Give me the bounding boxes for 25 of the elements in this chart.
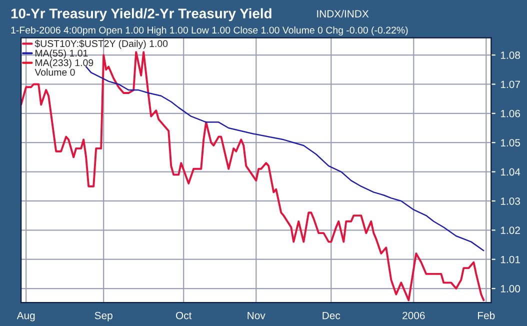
- y-tick-label: 1.00: [500, 285, 520, 292]
- x-tick-label: 2006: [402, 312, 425, 320]
- text: INDX/INDX: [317, 10, 369, 18]
- y-tick-label: 1.04: [500, 168, 520, 176]
- legend-label: $UST10Y:$UST2Y (Daily) 1.00: [34, 40, 168, 49]
- x-tick-label: Oct: [176, 312, 192, 320]
- annotation: Volume 0: [34, 68, 75, 76]
- x-tick-label: Nov: [248, 312, 266, 320]
- chart-title: 10-Yr Treasury Yield/2-Yr Treasury Yield: [11, 8, 272, 22]
- x-tick-label: Feb: [478, 312, 495, 320]
- legend-label: MA(55) 1.01: [35, 49, 88, 59]
- y-tick-label: 1.02: [500, 226, 520, 234]
- x-tick-label: Sep: [94, 312, 112, 322]
- chart-subtitle: 1-Feb-2006 4:00pm Open 1.00 High 1.00 Low 1.00 Close 1.00 Volume 0 Chg -0.00 (-0.22%): [11, 26, 408, 36]
- y-tick-label: 1.06: [500, 110, 520, 118]
- y-tick-label: 1.03: [500, 197, 520, 205]
- legend-label: MA(233) 1.09: [35, 59, 94, 68]
- x-tick-label: Dec: [322, 312, 340, 320]
- line-series: [85, 66, 484, 252]
- y-tick-label: 1.08: [500, 52, 520, 59]
- y-tick-label: 1.01: [500, 256, 520, 264]
- y-tick-label: 1.07: [500, 80, 520, 88]
- y-tick-label: 1.05: [500, 139, 520, 146]
- x-tick-label: Aug: [16, 312, 35, 322]
- line-series: [21, 51, 485, 302]
